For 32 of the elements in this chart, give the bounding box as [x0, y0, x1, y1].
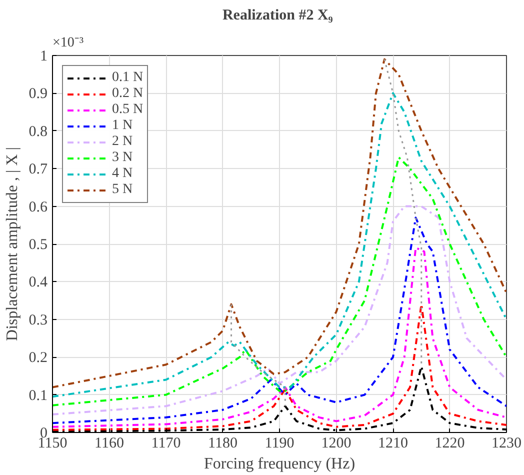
y-tick-label: 0.7	[28, 162, 48, 178]
y-axis-title: Displacement amplitude , | X |	[4, 147, 21, 341]
legend-label: 3 N	[112, 150, 133, 166]
line-series	[230, 304, 286, 407]
legend-label: 2 N	[112, 134, 133, 150]
x-axis-title: Forcing frequency (Hz)	[204, 456, 356, 472]
legend-label: 0.1 N	[112, 70, 144, 86]
legend-label: 0.5 N	[112, 102, 144, 118]
x-tick-label: 1170	[151, 436, 181, 452]
legend-label: 5 N	[112, 182, 133, 198]
y-tick-label: 0.2	[28, 350, 48, 366]
y-tick-label: 0.8	[28, 124, 48, 140]
legend-label: 0.2 N	[112, 86, 144, 102]
legend-label: 4 N	[112, 166, 133, 182]
x-tick-label: 1180	[208, 436, 238, 452]
x-tick-label: 1200	[321, 436, 352, 452]
x-tick-label: 1190	[264, 436, 294, 452]
y-tick-label: 0.4	[28, 274, 48, 291]
x-tick-label: 1220	[434, 436, 465, 452]
chart-title: Realization #2 X₉	[222, 8, 334, 24]
text: ×10⁻³	[52, 36, 84, 50]
x-tick-label: 1230	[492, 436, 522, 452]
x-tick-label: 1160	[94, 436, 124, 452]
y-tick-label: 0.6	[28, 199, 48, 216]
legend-label: 1 N	[112, 118, 133, 134]
y-tick-label: 0.1	[28, 388, 48, 404]
line-series	[52, 246, 506, 428]
y-tick-label: 0.3	[28, 312, 48, 328]
y-tick-label: 0.5	[28, 237, 48, 253]
x-tick-label: 1210	[378, 436, 408, 452]
y-tick-label: 1	[40, 48, 48, 64]
y-tick-label: 0.9	[28, 86, 48, 102]
